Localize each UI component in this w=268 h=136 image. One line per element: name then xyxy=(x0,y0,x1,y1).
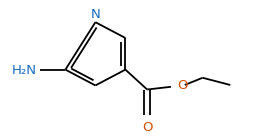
Text: H₂N: H₂N xyxy=(12,64,37,77)
Text: O: O xyxy=(177,79,187,92)
Text: O: O xyxy=(142,121,152,134)
Text: N: N xyxy=(91,8,100,21)
